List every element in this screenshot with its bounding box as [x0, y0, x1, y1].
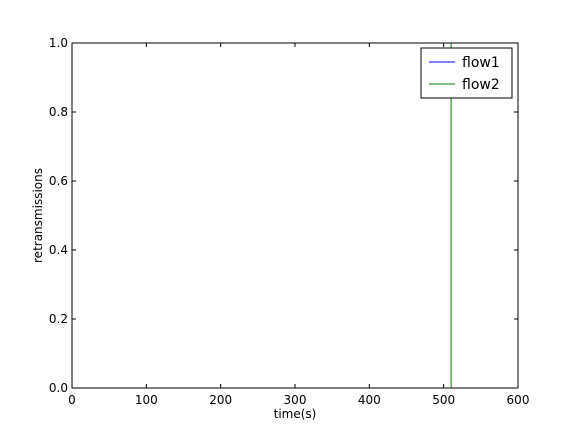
x-tick-label: 100	[135, 393, 158, 407]
x-axis: 0 100 200 300 400 500 600	[68, 43, 529, 407]
x-tick-label: 600	[507, 393, 530, 407]
x-tick-label: 300	[284, 393, 307, 407]
y-tick-label: 0.0	[49, 381, 68, 395]
y-tick-label: 0.6	[49, 174, 68, 188]
x-tick-label: 400	[358, 393, 381, 407]
legend-label-flow1: flow1	[462, 55, 500, 71]
y-tick-label: 0.2	[49, 312, 68, 326]
y-axis-label: retransmissions	[31, 168, 45, 263]
legend-label-flow2: flow2	[462, 77, 500, 93]
x-tick-label: 500	[432, 393, 455, 407]
x-axis-label: time(s)	[274, 407, 317, 421]
legend: flow1 flow2	[420, 47, 513, 99]
y-tick-label: 0.4	[49, 243, 68, 257]
legend-box	[420, 47, 513, 99]
y-tick-label: 1.0	[49, 36, 68, 50]
y-tick-label: 0.8	[49, 105, 68, 119]
x-tick-label: 200	[209, 393, 232, 407]
x-tick-label: 0	[68, 393, 76, 407]
y-axis: 0.0 0.2 0.4 0.6 0.8 1.0	[49, 36, 518, 395]
